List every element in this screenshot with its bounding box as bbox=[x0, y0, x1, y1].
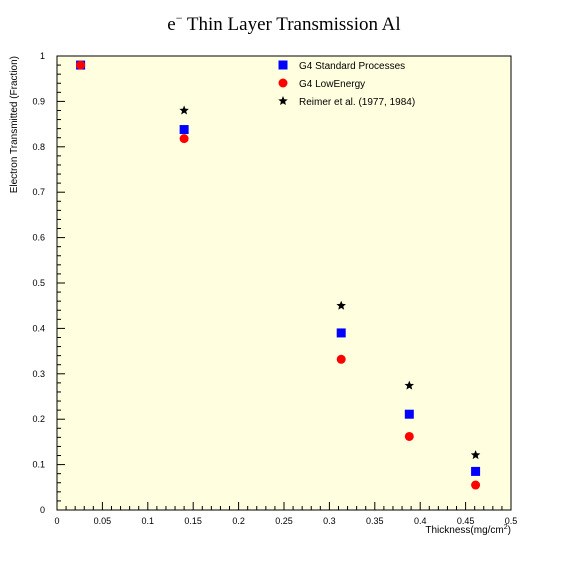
y-tick-label: 0.2 bbox=[32, 414, 45, 424]
x-tick-label: 0.05 bbox=[94, 516, 112, 526]
legend-label: G4 LowEnergy bbox=[299, 79, 365, 90]
x-tick-label: 0.4 bbox=[414, 516, 427, 526]
plot-area bbox=[56, 55, 512, 511]
y-tick-label: 0.5 bbox=[32, 278, 45, 288]
x-tick-label: 0.1 bbox=[142, 516, 155, 526]
data-point-square bbox=[336, 328, 346, 338]
data-point-circle bbox=[76, 60, 86, 70]
data-point-circle bbox=[336, 354, 346, 364]
x-tick-label: 0.5 bbox=[505, 516, 518, 526]
data-point-square bbox=[471, 466, 481, 476]
legend: G4 Standard Processes G4 LowEnergy Reimer … bbox=[278, 60, 415, 108]
x-axis-label: Thickness(mg/cm2) bbox=[425, 524, 511, 536]
x-tick-label: 0.3 bbox=[323, 516, 336, 526]
chart-title: e− Thin Layer Transmission Al bbox=[167, 11, 400, 35]
y-axis-label: Electron Transmitted (Fraction) bbox=[9, 56, 20, 193]
data-point-square bbox=[179, 125, 189, 135]
x-axis-label-superscript: 2 bbox=[504, 524, 508, 531]
y-tick-label: 0.9 bbox=[32, 96, 45, 106]
data-point-star bbox=[336, 300, 346, 310]
y-tick-label: 0.7 bbox=[32, 187, 45, 197]
data-point-star bbox=[404, 380, 415, 390]
y-tick-label: 0.1 bbox=[32, 460, 45, 470]
data-point-star bbox=[470, 450, 481, 460]
data-point-star bbox=[179, 105, 189, 115]
chart-title-superscript: − bbox=[176, 11, 183, 25]
data-series bbox=[76, 60, 481, 490]
y-tick-label: 1 bbox=[40, 51, 45, 61]
x-tick-label: 0.2 bbox=[232, 516, 245, 526]
series-star bbox=[179, 105, 481, 460]
legend-label: G4 Standard Processes bbox=[299, 61, 405, 72]
x-tick-label: 0.25 bbox=[275, 516, 293, 526]
legend-marker-circle bbox=[278, 78, 288, 88]
data-point-circle bbox=[471, 480, 481, 490]
data-point-square bbox=[404, 409, 414, 419]
y-tick-label: 0.3 bbox=[32, 369, 45, 379]
x-tick-label: 0.45 bbox=[457, 516, 475, 526]
x-axis-label-main: Thickness(mg/cm bbox=[425, 525, 503, 536]
data-point-circle bbox=[179, 134, 189, 144]
data-point-circle bbox=[404, 431, 414, 441]
legend-label: Reimer et al. (1977, 1984) bbox=[299, 97, 415, 108]
x-tick-label: 0.35 bbox=[366, 516, 384, 526]
chart-title-prefix: e bbox=[167, 14, 175, 35]
y-tick-label: 0.6 bbox=[32, 233, 45, 243]
y-tick-label: 0.8 bbox=[32, 142, 45, 152]
x-tick-label: 0.15 bbox=[184, 516, 202, 526]
series-circle bbox=[76, 60, 481, 490]
y-axis-ticks: 0 0.1 0.2 0.3 0.4 0.5 0.6 0.7 0.8 0.9 1 bbox=[32, 51, 65, 515]
legend-marker-square bbox=[278, 60, 288, 70]
chart-title-rest: Thin Layer Transmission Al bbox=[183, 14, 401, 35]
y-tick-label: 0.4 bbox=[32, 323, 45, 333]
y-tick-label: 0 bbox=[40, 505, 45, 515]
x-tick-label: 0 bbox=[54, 516, 59, 526]
legend-marker-star bbox=[278, 96, 288, 106]
x-axis-label-suffix: ) bbox=[508, 525, 511, 536]
x-axis-ticks: 0 0.05 0.1 0.15 0.2 0.25 0.3 0.35 0.4 0.45 0.5 bbox=[54, 502, 517, 526]
